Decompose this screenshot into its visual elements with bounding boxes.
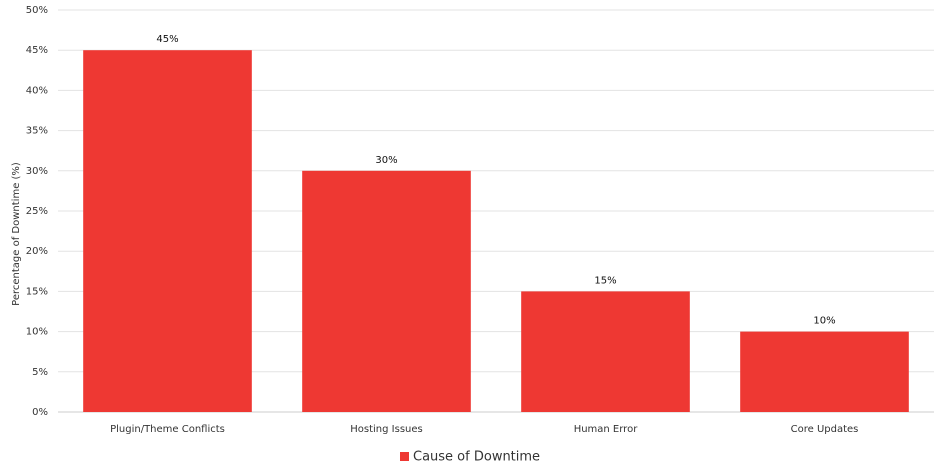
y-tick-label: 5% — [32, 367, 48, 378]
y-tick-label: 40% — [26, 85, 48, 96]
data-label: 45% — [156, 34, 178, 45]
x-tick-label: Plugin/Theme Conflicts — [110, 424, 225, 435]
data-label: 15% — [594, 275, 616, 286]
legend-swatch — [400, 452, 409, 461]
y-tick-label: 30% — [26, 166, 48, 177]
legend-label: Cause of Downtime — [413, 450, 540, 465]
bar — [83, 50, 252, 412]
data-label: 30% — [375, 155, 397, 166]
bar — [740, 331, 909, 412]
x-tick-label: Core Updates — [791, 424, 859, 435]
bar — [302, 170, 471, 412]
bar — [521, 291, 690, 412]
y-tick-label: 45% — [26, 45, 48, 56]
y-tick-label: 0% — [32, 407, 48, 418]
y-axis-label: Percentage of Downtime (%) — [11, 162, 22, 306]
y-tick-label: 15% — [26, 286, 48, 297]
y-tick-label: 25% — [26, 206, 48, 217]
y-tick-label: 35% — [26, 126, 48, 137]
y-tick-label: 20% — [26, 246, 48, 257]
data-label: 10% — [813, 316, 835, 327]
y-tick-label: 10% — [26, 327, 48, 338]
y-tick-label: 50% — [26, 5, 48, 16]
x-tick-label: Human Error — [574, 424, 639, 435]
x-tick-label: Hosting Issues — [350, 424, 422, 435]
